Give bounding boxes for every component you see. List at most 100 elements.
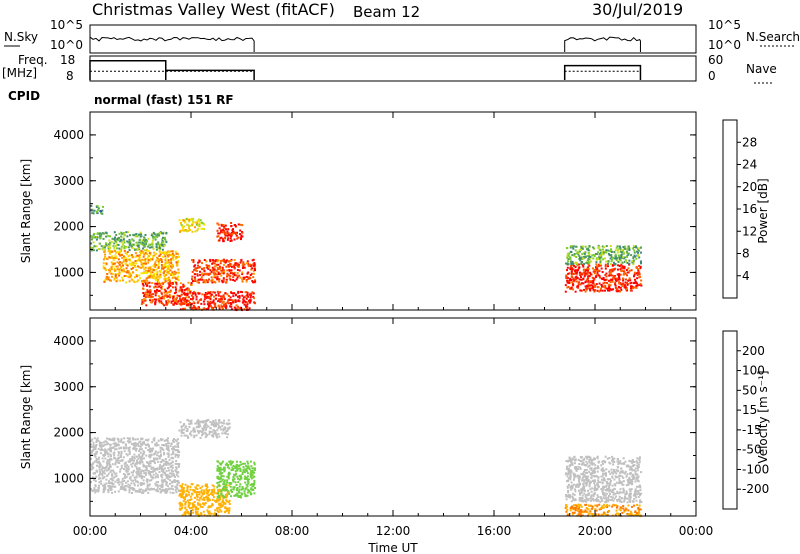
velocity-cell bbox=[584, 482, 587, 485]
power-cell bbox=[578, 272, 581, 275]
power-cell bbox=[159, 296, 162, 299]
velocity-cell bbox=[621, 470, 624, 473]
power-cell bbox=[624, 272, 627, 275]
velocity-cell bbox=[192, 502, 195, 505]
velocity-cell bbox=[117, 440, 120, 443]
velocity-cell bbox=[221, 432, 224, 435]
power-cell bbox=[153, 254, 156, 257]
power-cell bbox=[138, 256, 141, 259]
power-cell bbox=[212, 261, 215, 264]
velocity-cell bbox=[581, 497, 584, 500]
velocity-cell bbox=[167, 454, 170, 457]
power-cell bbox=[576, 261, 578, 264]
velocity-cell bbox=[638, 459, 641, 462]
nsky-tick-bottom: 10^0 bbox=[50, 38, 83, 52]
velocity-cell bbox=[583, 457, 586, 460]
power-cell bbox=[131, 238, 134, 241]
velocity-cell bbox=[177, 449, 180, 452]
power-cell bbox=[144, 296, 147, 299]
velocity-cell bbox=[119, 488, 122, 491]
power-cell bbox=[210, 276, 213, 279]
power-cell bbox=[572, 272, 574, 275]
power-cell bbox=[210, 270, 213, 273]
velocity-cell bbox=[190, 419, 193, 422]
power-cell bbox=[197, 261, 200, 264]
power-cell bbox=[639, 276, 642, 278]
velocity-cell bbox=[621, 475, 624, 478]
velocity-cell bbox=[228, 426, 231, 429]
velocity-cell bbox=[247, 465, 250, 468]
power-cell bbox=[601, 251, 604, 254]
power-cell bbox=[144, 241, 146, 244]
power-cell bbox=[118, 232, 121, 235]
power-cell bbox=[161, 260, 163, 263]
velocity-cell bbox=[187, 436, 190, 439]
velocity-cell bbox=[639, 486, 642, 489]
velocity-cell bbox=[187, 419, 190, 422]
power-cell bbox=[623, 284, 626, 287]
velocity-cell bbox=[104, 448, 107, 451]
power-cell bbox=[607, 249, 609, 252]
power-cell bbox=[621, 267, 624, 270]
power-cell bbox=[227, 299, 230, 302]
power-cell bbox=[102, 205, 104, 208]
velocity-cell bbox=[220, 421, 223, 424]
power-cell bbox=[217, 223, 220, 226]
velocity-cell bbox=[603, 472, 606, 475]
power-cell bbox=[199, 219, 202, 222]
velocity-cell bbox=[143, 475, 146, 478]
velocity-cell bbox=[226, 466, 229, 469]
velocity-cell bbox=[240, 476, 243, 478]
velocity-cell bbox=[182, 428, 185, 431]
power-cell bbox=[610, 250, 613, 253]
velocity-cell bbox=[634, 488, 637, 491]
power-cell bbox=[158, 289, 161, 292]
velocity-cell bbox=[566, 485, 569, 488]
velocity-cell bbox=[632, 465, 634, 467]
velocity-cell bbox=[189, 502, 192, 505]
power-cell bbox=[235, 234, 238, 237]
power-cell bbox=[596, 265, 599, 268]
power-cell bbox=[604, 278, 607, 281]
velocity-cell bbox=[160, 469, 163, 472]
velocity-cell bbox=[128, 491, 131, 494]
velocity-cell bbox=[124, 462, 127, 465]
velocity-cell bbox=[167, 452, 170, 455]
power-cell bbox=[214, 272, 217, 275]
velocity-cell bbox=[139, 437, 142, 440]
velocity-cell bbox=[146, 486, 149, 489]
power-cell bbox=[622, 252, 625, 255]
velocity-cell bbox=[114, 463, 117, 466]
power-cell bbox=[224, 224, 227, 227]
velocity-cell bbox=[187, 504, 190, 507]
power-cell bbox=[169, 290, 172, 293]
power-cell bbox=[630, 254, 633, 257]
power-cell bbox=[580, 245, 583, 248]
power-cell bbox=[584, 256, 587, 259]
power-cell bbox=[615, 246, 618, 249]
velocity-cell bbox=[174, 462, 177, 465]
power-cell bbox=[226, 293, 229, 296]
velocity-cell bbox=[111, 446, 114, 449]
velocity-cell bbox=[137, 490, 140, 493]
velocity-cell bbox=[621, 491, 624, 494]
velocity-cell bbox=[614, 484, 617, 487]
velocity-cell bbox=[590, 469, 593, 471]
velocity-cell bbox=[174, 486, 177, 488]
velocity-cell bbox=[191, 483, 194, 486]
power-cell bbox=[599, 289, 602, 292]
power-cell bbox=[163, 281, 166, 284]
power-cell bbox=[217, 271, 220, 274]
power-cell bbox=[120, 262, 123, 265]
velocity-cell bbox=[602, 472, 605, 475]
power-cell bbox=[609, 269, 612, 272]
velocity-cell bbox=[236, 467, 239, 470]
power-cell bbox=[220, 260, 222, 262]
power-cell bbox=[128, 238, 131, 241]
power-cell bbox=[93, 232, 96, 235]
power-cell bbox=[149, 289, 152, 292]
velocity-cell bbox=[568, 465, 571, 468]
power-cell bbox=[139, 241, 141, 244]
power-cell bbox=[163, 278, 166, 280]
power-cell bbox=[247, 277, 250, 280]
